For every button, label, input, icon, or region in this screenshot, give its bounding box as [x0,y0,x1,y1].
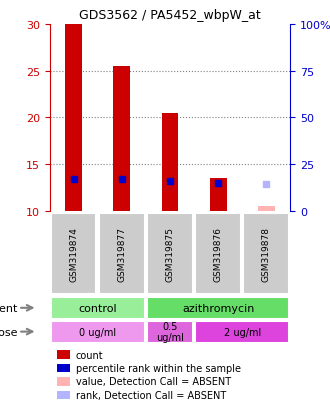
Text: 0 ug/ml: 0 ug/ml [79,327,116,337]
FancyBboxPatch shape [195,321,289,343]
FancyBboxPatch shape [147,213,193,294]
Text: 2 ug/ml: 2 ug/ml [224,327,261,337]
Text: 0.5
ug/ml: 0.5 ug/ml [156,321,184,342]
Text: azithromycin: azithromycin [182,303,254,313]
Bar [161,114,179,211]
Bar [57,377,70,386]
Bar [258,206,275,211]
Text: GSM319874: GSM319874 [69,226,78,281]
Text: rank, Detection Call = ABSENT: rank, Detection Call = ABSENT [76,390,226,400]
FancyBboxPatch shape [147,321,193,343]
FancyBboxPatch shape [147,297,289,319]
Title: GDS3562 / PA5452_wbpW_at: GDS3562 / PA5452_wbpW_at [79,9,261,22]
FancyBboxPatch shape [195,213,241,294]
Text: control: control [78,303,117,313]
Text: percentile rank within the sample: percentile rank within the sample [76,363,241,373]
Bar [57,350,70,359]
Text: GSM319875: GSM319875 [165,226,175,281]
FancyBboxPatch shape [99,213,145,294]
FancyBboxPatch shape [51,321,145,343]
Text: dose: dose [0,327,18,337]
FancyBboxPatch shape [244,213,289,294]
Text: GSM319878: GSM319878 [262,226,271,281]
Bar [113,67,130,211]
Bar [57,364,70,373]
Text: GSM319877: GSM319877 [117,226,126,281]
Bar [57,391,70,399]
Text: agent: agent [0,303,18,313]
FancyBboxPatch shape [51,213,96,294]
FancyBboxPatch shape [51,297,145,319]
Bar [210,179,227,211]
Text: count: count [76,350,104,360]
Text: value, Detection Call = ABSENT: value, Detection Call = ABSENT [76,377,231,387]
Bar [65,25,82,211]
Text: GSM319876: GSM319876 [214,226,223,281]
